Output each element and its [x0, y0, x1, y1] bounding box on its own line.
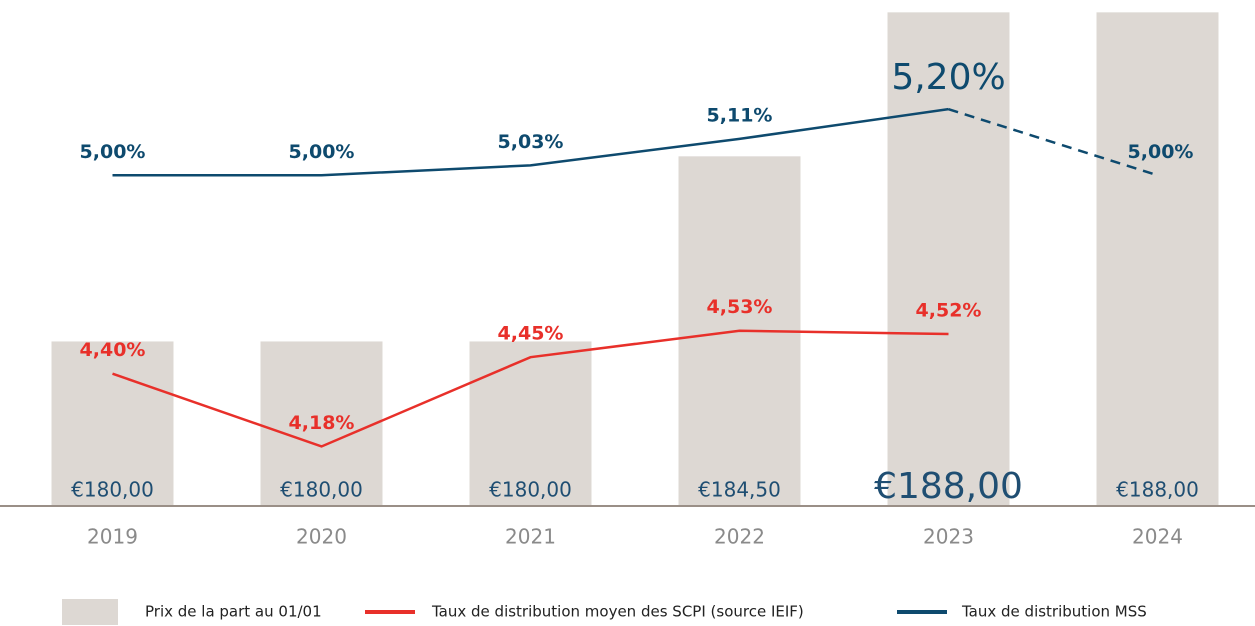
rate-label: 4,40%	[80, 339, 146, 361]
bar-label: €180,00	[489, 478, 572, 502]
bar-label: €180,00	[71, 478, 154, 502]
x-tick-label: 2022	[714, 525, 765, 549]
x-tick-label: 2024	[1132, 525, 1183, 549]
rate-label: 5,00%	[1128, 141, 1194, 163]
line	[112, 107, 949, 177]
bar	[887, 12, 1010, 507]
rate-label: 5,03%	[498, 131, 564, 153]
bar-label: €184,50	[698, 478, 781, 502]
line	[112, 329, 949, 448]
bar-label: €188,00	[874, 466, 1023, 507]
rate-label: 5,11%	[707, 104, 773, 126]
legend-label: Prix de la part au 01/01	[145, 603, 322, 621]
rate-label: 5,20%	[891, 57, 1005, 98]
legend-label: Taux de distribution moyen des SCPI (sou…	[431, 603, 804, 621]
x-tick-label: 2020	[296, 525, 347, 549]
bar	[1096, 12, 1219, 507]
x-tick-label: 2021	[505, 525, 556, 549]
rate-label: 4,45%	[498, 323, 564, 345]
bar-label: €188,00	[1116, 478, 1199, 502]
bar-label: €180,00	[280, 478, 363, 502]
bar	[469, 341, 592, 506]
rate-label: 5,00%	[80, 141, 146, 163]
rate-label: 4,53%	[707, 296, 773, 318]
rate-label: 4,18%	[289, 412, 355, 434]
legend-swatch	[62, 599, 118, 625]
rate-label: 4,52%	[916, 300, 982, 322]
x-tick-label: 2019	[87, 525, 138, 549]
rate-label: 5,00%	[289, 141, 355, 163]
bar	[260, 341, 383, 506]
legend-label: Taux de distribution MSS	[961, 603, 1147, 621]
forecast-line	[948, 107, 1158, 177]
legend-swatch	[897, 610, 947, 614]
bar	[51, 341, 174, 506]
x-tick-label: 2023	[923, 525, 974, 549]
legend-swatch	[365, 610, 415, 614]
